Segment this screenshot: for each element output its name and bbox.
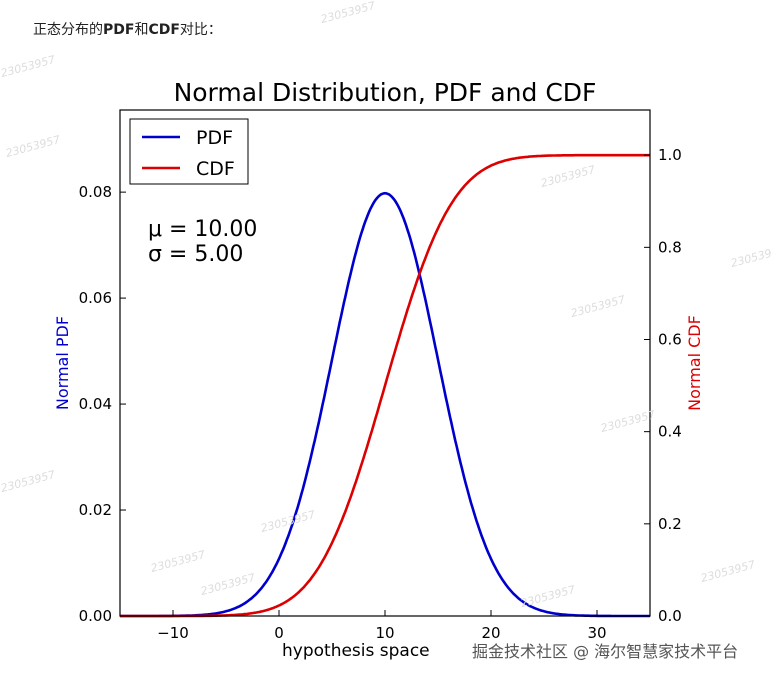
x-tick-label: 0 [274,624,284,642]
chart-title: Normal Distribution, PDF and CDF [174,78,597,107]
legend: PDF CDF [129,118,249,185]
x-tick-label: −10 [157,624,189,642]
y-right-tick-label: 0.6 [658,330,682,348]
y-left-tick-label: 0.02 [79,501,112,519]
legend-pdf-label: PDF [196,127,233,149]
y-axis-left-label: Normal PDF [53,316,72,410]
intro-pdf: PDF [103,22,135,38]
y-left-tick-label: 0.06 [79,289,112,307]
y-axis-right-label: Normal CDF [685,315,704,411]
y-right-tick-label: 0.0 [658,607,682,625]
y-right-tick-label: 0.4 [658,423,682,441]
y-right-tick-label: 0.8 [658,238,682,256]
x-tick-label: 20 [481,624,500,642]
plot-frame [119,109,651,617]
intro-cdf: CDF [148,22,180,38]
x-axis-label: hypothesis space [282,641,430,661]
series-pdf-line [120,191,650,618]
y-left-tick-label: 0.00 [79,607,112,625]
x-tick-label: 30 [587,624,606,642]
y-left-tick-label: 0.08 [79,183,112,201]
annotation-sigma: σ = 5.00 [148,242,243,267]
x-tick-label: 10 [375,624,394,642]
intro-prefix: 正态分布的 [33,22,103,38]
annotation-mu: μ = 10.00 [148,217,257,242]
legend-cdf-label: CDF [196,158,235,180]
y-right-tick-label: 1.0 [658,146,682,164]
y-right-tick-label: 0.2 [658,515,682,533]
intro-mid: 和 [134,22,149,38]
intro-suffix: 对比： [179,22,222,38]
y-left-tick-label: 0.04 [79,395,112,413]
credit-text: 掘金技术社区 @ 海尔智慧家技术平台 [472,642,739,661]
intro-text: 正态分布的PDF和CDF对比： [33,19,222,39]
